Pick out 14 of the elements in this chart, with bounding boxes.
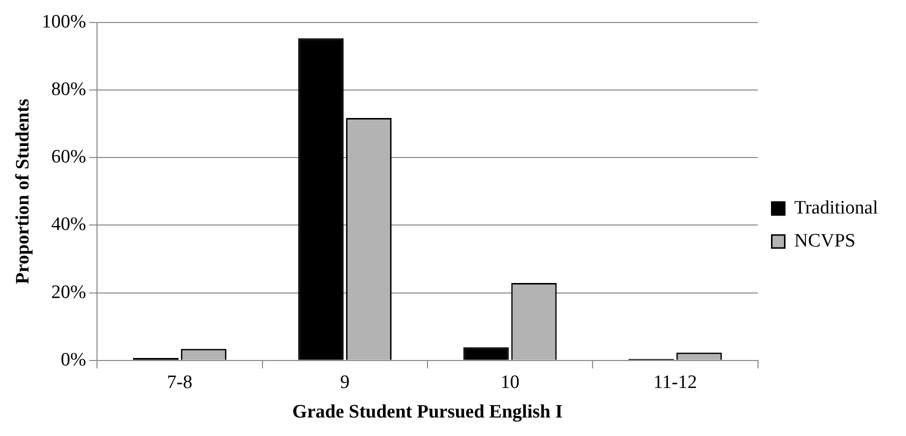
x-tick-label: 7-8: [167, 372, 192, 393]
y-axis-title: Proportion of Students: [12, 98, 34, 284]
legend-label: Traditional: [794, 197, 878, 218]
y-tick-label: 60%: [51, 146, 86, 168]
x-tick-label: 11-12: [653, 372, 697, 393]
x-tick-label: 10: [500, 372, 520, 393]
y-tick-label: 100%: [42, 11, 86, 32]
y-tick-label: 40%: [51, 214, 86, 236]
x-axis-title: Grade Student Pursued English I: [292, 402, 563, 423]
x-tick-label: 9: [340, 372, 350, 393]
y-tick-label: 20%: [51, 282, 86, 303]
y-tick-label: 0%: [60, 349, 86, 370]
legend-label: NCVPS: [794, 230, 856, 252]
y-tick-label: 80%: [51, 78, 86, 100]
